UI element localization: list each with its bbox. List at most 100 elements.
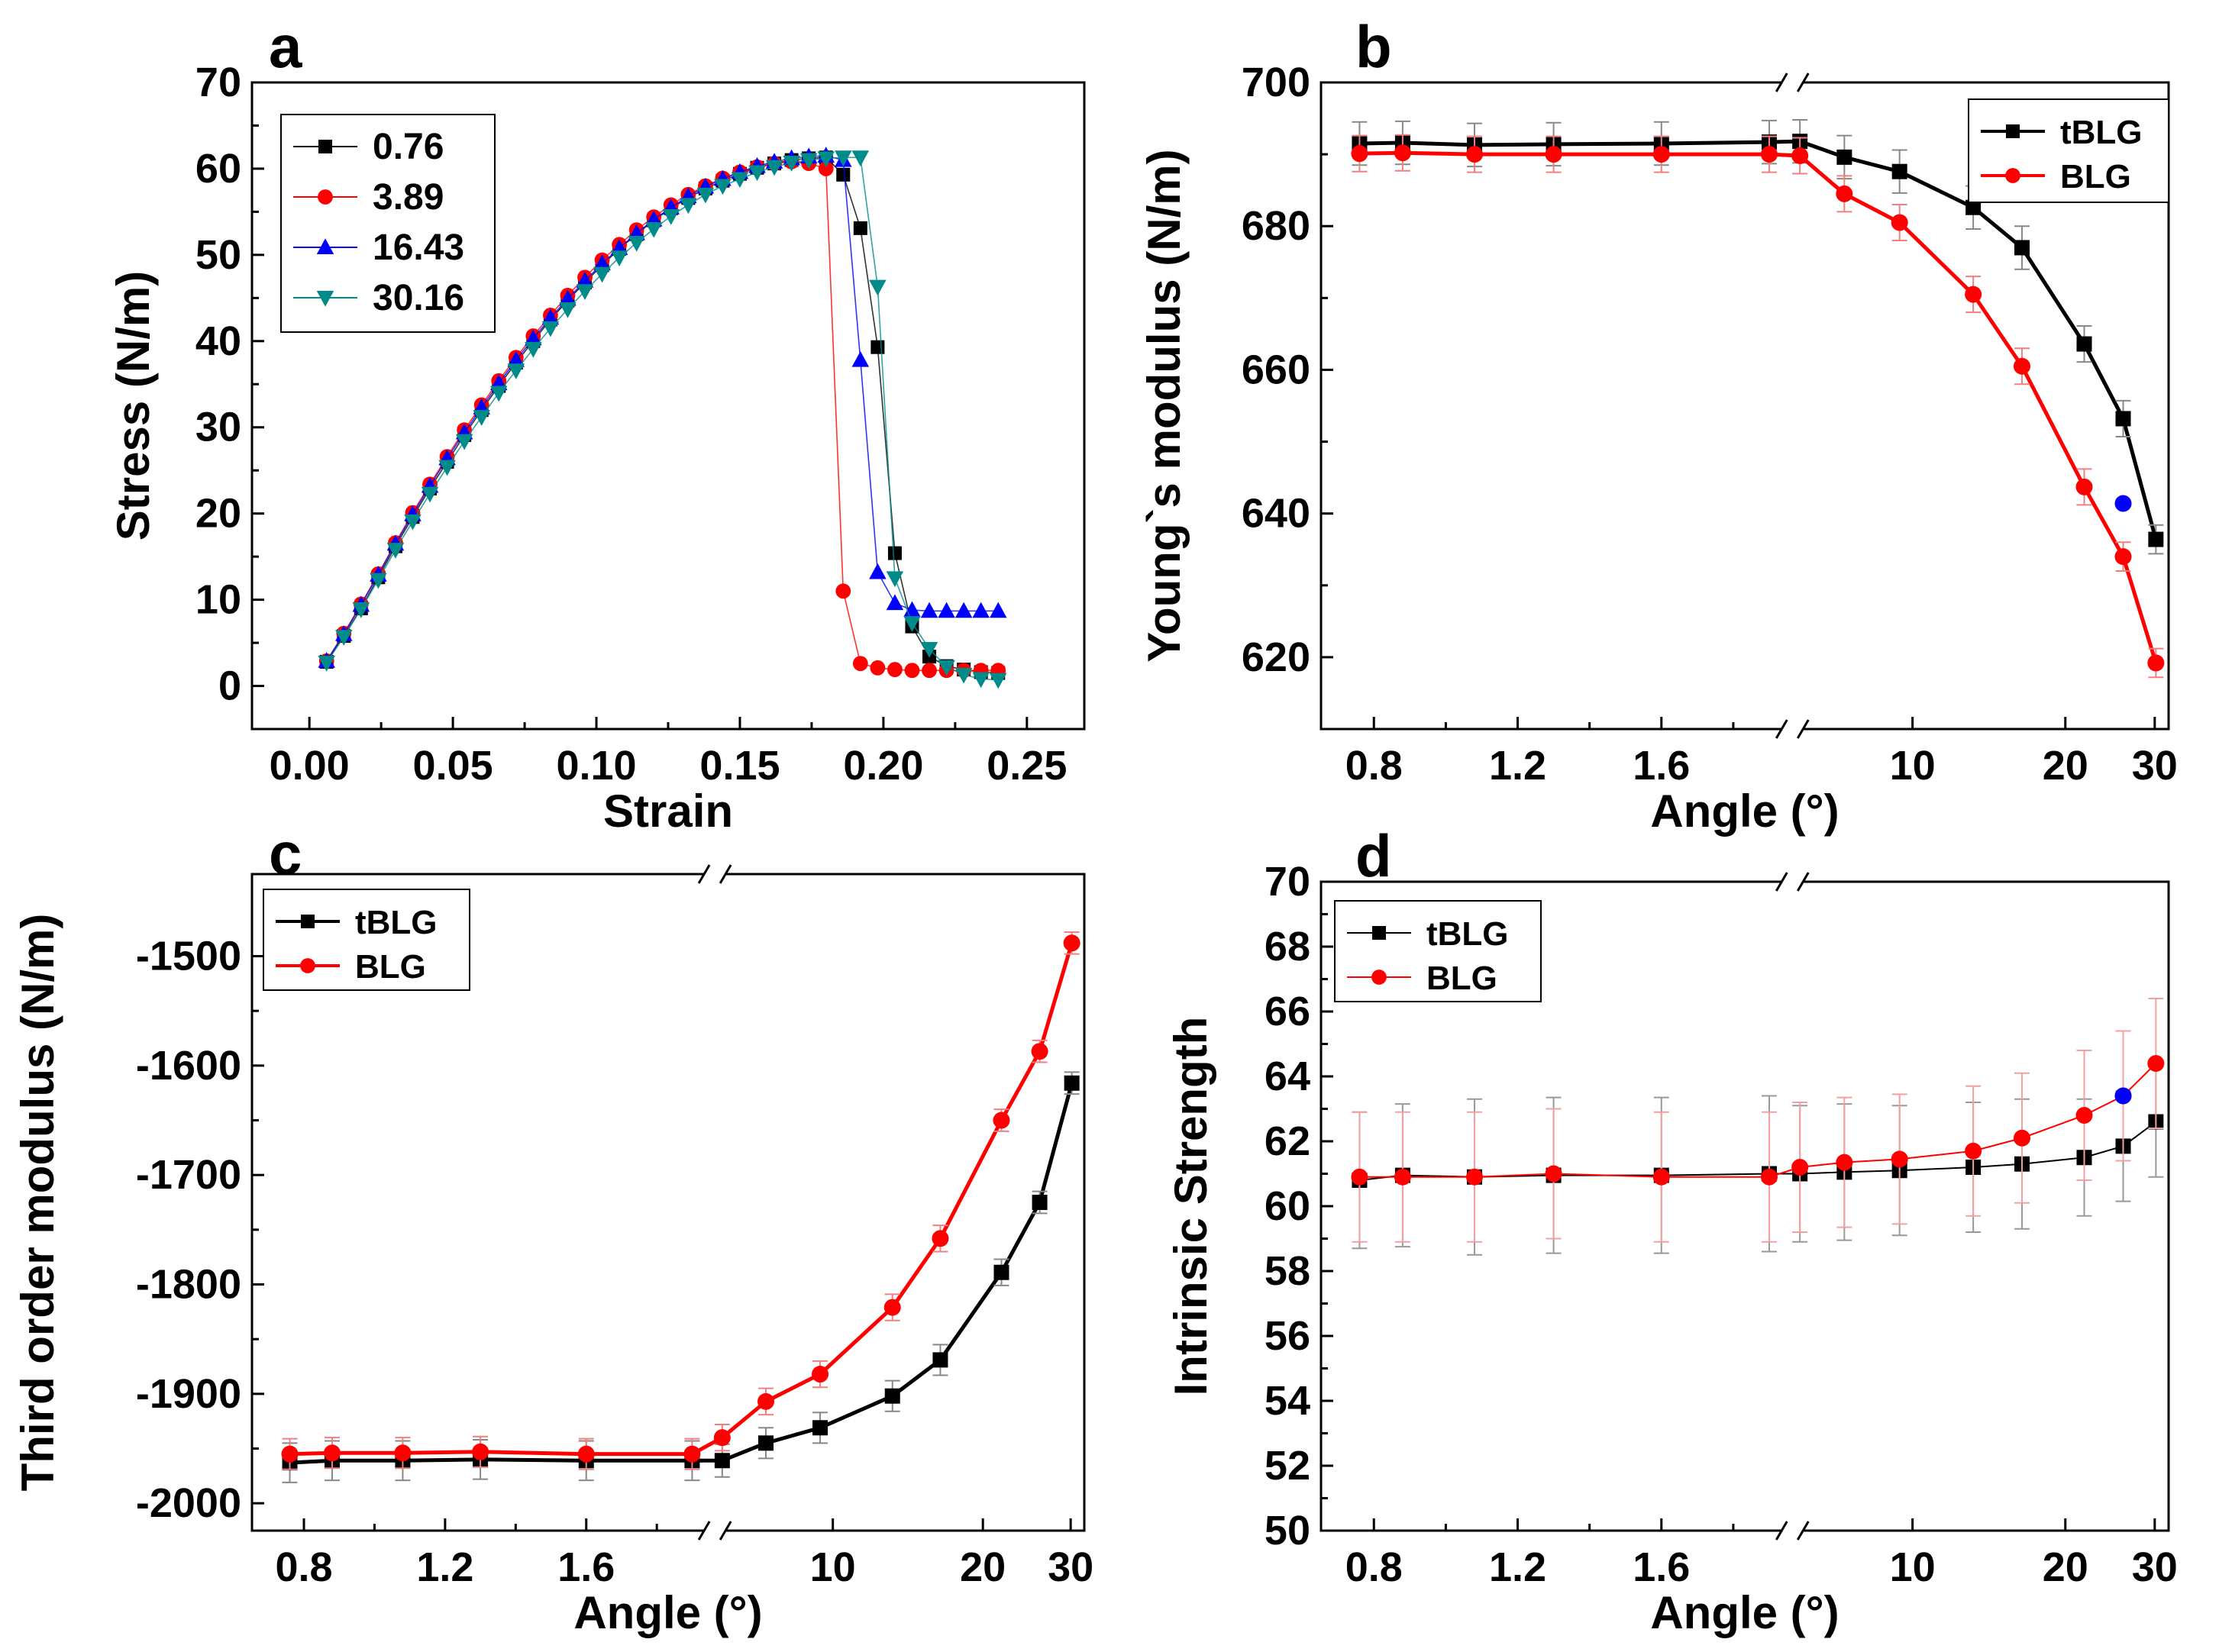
y-tick-label: 54 — [1265, 1378, 1310, 1424]
data-point — [972, 672, 990, 689]
data-point — [386, 543, 405, 559]
legend-box — [1334, 900, 1542, 1002]
data-point — [593, 254, 611, 271]
data-point — [886, 594, 904, 611]
y-tick-label: 70 — [1265, 859, 1310, 905]
panel-a: a 0 10 20 30 40 50 60 70 0.00 0.05 0.10 0.15 0.20 0.25… — [108, 13, 1086, 837]
data-point — [455, 434, 473, 450]
data-point — [610, 250, 628, 266]
x-tick-label: 30 — [2132, 743, 2178, 789]
x-axis-title: Angle (°) — [1650, 1587, 1839, 1638]
data-point — [714, 179, 732, 195]
y-tick-label: 20 — [195, 491, 241, 537]
legend-label: tBLG — [355, 904, 438, 941]
data-point — [852, 656, 868, 672]
legend-box — [1968, 98, 2169, 203]
panel-letter: d — [1355, 822, 1392, 889]
data-point — [835, 583, 851, 599]
data-point — [757, 1392, 774, 1410]
data-point — [836, 167, 851, 182]
data-point — [870, 340, 885, 354]
data-point — [404, 514, 422, 531]
y-tick-label: -2000 — [136, 1480, 241, 1526]
y-tick-label: -1500 — [136, 934, 241, 979]
series-line — [326, 161, 999, 672]
axis-break-mark — [1775, 73, 1788, 92]
legend-label: 16.43 — [373, 227, 464, 268]
x-tick-label: 20 — [2043, 743, 2088, 789]
x-tick-label: 0.20 — [843, 743, 923, 789]
data-point — [903, 616, 921, 632]
data-point — [1791, 147, 1809, 164]
data-point — [2114, 495, 2132, 512]
data-point — [817, 151, 835, 168]
x-tick-label: 0.25 — [987, 743, 1067, 789]
legend-label: 3.89 — [373, 177, 444, 218]
data-point — [938, 660, 955, 676]
data-point — [628, 236, 645, 252]
legend: tBLG BLG — [1968, 98, 2169, 203]
axis-break-mark — [1796, 872, 1810, 892]
x-tick-label: 20 — [2043, 1544, 2088, 1590]
legend-label: BLG — [355, 948, 426, 986]
axis-break-mark — [1775, 719, 1788, 739]
series-line — [289, 942, 1074, 1457]
series-line — [326, 155, 999, 662]
data-point — [835, 150, 852, 166]
data-point — [1891, 163, 1907, 179]
y-tick-label: 660 — [1242, 347, 1310, 392]
data-point — [1466, 1168, 1484, 1186]
data-point — [1836, 185, 1853, 202]
data-point — [954, 667, 973, 684]
data-point — [1760, 146, 1778, 163]
y-tick-label: 70 — [195, 60, 241, 105]
x-tick-label: 0.8 — [1345, 743, 1403, 789]
data-point — [281, 1445, 299, 1463]
x-tick-label: 0.8 — [1345, 1544, 1403, 1590]
data-point — [644, 221, 663, 238]
data-point — [577, 1445, 595, 1463]
x-tick-label: 1.6 — [1633, 1544, 1690, 1590]
legend-marker — [316, 291, 334, 307]
data-point — [680, 198, 697, 215]
y-tick-label: -1800 — [136, 1262, 241, 1308]
data-point — [541, 308, 560, 325]
data-point — [662, 209, 680, 225]
legend-marker — [1371, 970, 1387, 985]
data-point — [713, 1429, 731, 1447]
y-tick-label: 620 — [1242, 634, 1310, 680]
data-point — [1032, 1195, 1048, 1210]
series-highlight — [2114, 1087, 2132, 1105]
y-axis-title: Young`s modulus (N/m) — [1139, 149, 1190, 662]
data-point — [818, 161, 834, 176]
data-point — [1652, 146, 1670, 163]
data-point — [1063, 934, 1080, 952]
y-tick-label: 0 — [218, 663, 241, 709]
panel-d: d 50 52 54 56 58 60 62 64 66 68 70 0.8 1.2 1.6 10 20 30 An… — [1165, 822, 2178, 1638]
data-point — [1836, 1153, 1853, 1171]
legend-marker — [316, 238, 334, 254]
legend-marker — [301, 915, 315, 928]
y-axis-title: Third order modulus (N/m) — [12, 914, 63, 1492]
legend-marker — [300, 958, 315, 973]
legend-marker — [1372, 926, 1386, 940]
series-highlight — [2114, 495, 2132, 512]
data-point — [576, 272, 594, 288]
x-tick-label: 0.15 — [699, 743, 780, 789]
data-point — [1031, 1043, 1048, 1060]
data-point — [1965, 1142, 1982, 1160]
panel-c-frame — [250, 873, 1086, 1532]
data-point — [1965, 199, 1982, 215]
data-point — [748, 165, 766, 182]
legend-label: BLG — [1426, 960, 1497, 997]
data-point — [920, 641, 938, 658]
data-point — [887, 662, 903, 677]
y-tick-label: 40 — [195, 318, 241, 364]
legend-marker — [318, 189, 333, 205]
data-point — [525, 329, 542, 346]
y-tick-label: 640 — [1242, 491, 1310, 537]
series-line — [326, 156, 999, 674]
x-tick-label: 1.6 — [1633, 743, 1690, 789]
data-point — [765, 160, 783, 176]
data-point — [1760, 1168, 1778, 1186]
